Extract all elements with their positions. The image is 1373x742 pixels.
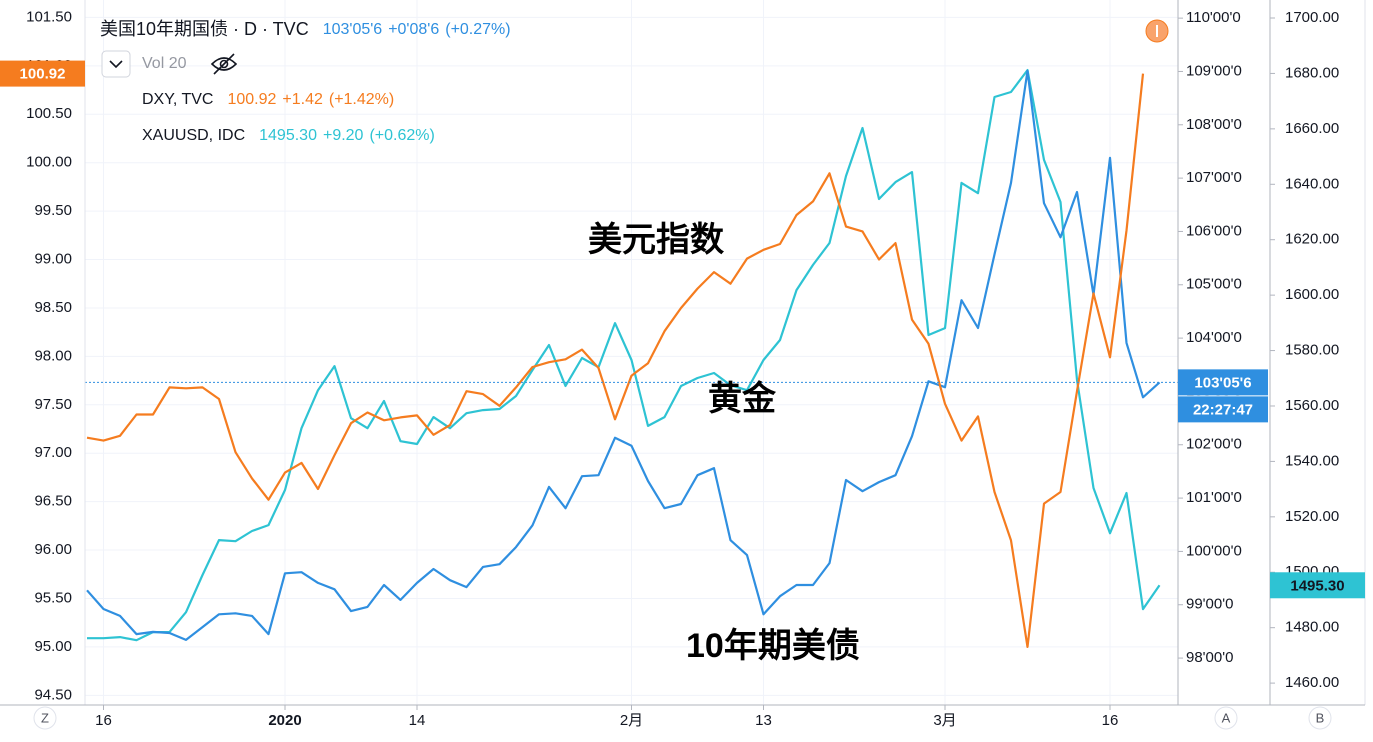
time-axis: 16 2020 14 2月 13 3月 16 Z A B	[33, 705, 1332, 730]
y2-tick-label: 109'00'0	[1186, 62, 1242, 79]
y2-tick-label: 108'00'0	[1186, 116, 1242, 133]
y3-tick-label: 1600.00	[1285, 286, 1339, 303]
x-tick-label: 3月	[933, 712, 956, 729]
y3-tick-label: 1660.00	[1285, 120, 1339, 137]
x-tick-label: 13	[755, 712, 772, 729]
volume-label: Vol 20	[142, 55, 187, 72]
time-axis-bg	[0, 705, 1373, 742]
y-tick-label: 95.00	[34, 638, 72, 655]
y-tick-label: 96.50	[34, 493, 72, 510]
legend-change-pct: (+1.42%)	[329, 91, 394, 108]
y2-tick-label: 99'00'0	[1186, 596, 1233, 613]
legend-title: 美国10年期国债 · D · TVC 103'05'6 +0'08'6 (+0.27%…	[100, 19, 511, 39]
y-tick-label: 99.00	[34, 251, 72, 268]
y2-tick-label: 100'00'0	[1186, 542, 1242, 559]
legend-change-pct: (+0.27%)	[445, 21, 510, 38]
annotation: 黄金	[708, 379, 777, 418]
y2-tick-label: 107'00'0	[1186, 169, 1242, 186]
legend-toggle[interactable]	[101, 50, 131, 78]
legend-change: +0'08'6	[388, 21, 439, 38]
annotation: 美元指数	[588, 221, 724, 259]
legend-name: 美国10年期国债 · D · TVC	[100, 19, 309, 39]
legend-last: 103'05'6	[323, 21, 383, 38]
y-tick-label: 101.50	[26, 8, 72, 25]
y-tick-label: 94.50	[34, 686, 72, 703]
y-tick-label: 96.00	[34, 541, 72, 558]
legend-change: +9.20	[323, 127, 364, 144]
legend-gold: XAUUSD, IDC 1495.30 +9.20 (+0.62%)	[142, 127, 435, 144]
scale-button-label: Z	[41, 710, 49, 725]
legend-last: 1495.30	[259, 127, 317, 144]
y2-tick-label: 106'00'0	[1186, 222, 1242, 239]
series-line	[86, 73, 1145, 648]
legend-change: +1.42	[282, 91, 323, 108]
badges: 100.92 103'05'6 22:27:47 1495.30	[0, 60, 1365, 599]
y3-tick-label: 1640.00	[1285, 175, 1339, 192]
chevron-icon	[109, 60, 123, 69]
y-tick-label: 98.00	[34, 347, 72, 364]
price-badge-label: 103'05'6	[1194, 374, 1251, 391]
y3-tick-label: 1620.00	[1285, 231, 1339, 248]
y3-tick-label: 1560.00	[1285, 397, 1339, 414]
y2-tick-label: 98'00'0	[1186, 649, 1233, 666]
y-tick-label: 99.50	[34, 202, 72, 219]
legend-change-pct: (+0.62%)	[369, 127, 434, 144]
y3-tick-label: 1700.00	[1285, 9, 1339, 26]
price-badge	[1178, 369, 1268, 396]
y3-tick-label: 1520.00	[1285, 508, 1339, 525]
scale-button[interactable]	[1214, 706, 1238, 730]
x-tick-label: 16	[95, 712, 112, 729]
y2-tick-label: 110'00'0	[1186, 9, 1241, 26]
countdown-label: 22:27:47	[1193, 401, 1253, 418]
y-tick-label: 97.50	[34, 396, 72, 413]
scale-button-label: B	[1316, 710, 1325, 725]
y3-tick-label: 1480.00	[1285, 619, 1339, 636]
y3-tick-label: 1680.00	[1285, 64, 1339, 81]
y-tick-label: 97.00	[34, 444, 72, 461]
annotation: 10年期美债	[686, 627, 860, 665]
y-tick-label: 98.50	[34, 299, 72, 316]
legend-name: XAUUSD, IDC	[142, 127, 245, 144]
x-tick-label: 16	[1102, 712, 1119, 729]
y2-tick-label: 102'00'0	[1186, 436, 1242, 453]
x-tick-label: 14	[409, 712, 426, 729]
hide-icon[interactable]	[210, 53, 238, 75]
series-line	[87, 69, 1161, 642]
price-badge	[1270, 572, 1365, 599]
y-tick-label: 95.50	[34, 589, 72, 606]
y3-tick-label: 1460.00	[1285, 674, 1339, 691]
y3-tick-label: 1580.00	[1285, 342, 1339, 359]
y2-tick-label: 105'00'0	[1186, 276, 1242, 293]
price-badge	[0, 60, 85, 87]
price-badge-label: 100.92	[20, 66, 66, 83]
y-tick-label: 100.00	[26, 154, 72, 171]
x-tick-label: 2020	[268, 712, 301, 729]
scale-button[interactable]	[33, 706, 57, 730]
y2-tick-label: 101'00'0	[1186, 489, 1242, 506]
scale-button-label: A	[1222, 710, 1231, 725]
countdown-badge	[1178, 396, 1268, 423]
x-tick-label: 2月	[620, 712, 643, 729]
y2-tick-label: 104'00'0	[1186, 329, 1242, 346]
scale-button[interactable]	[1308, 706, 1332, 730]
legend-last: 100.92	[227, 91, 276, 108]
axes: 94.50 95.00 95.50 96.00 96.50 97.00 97.50 98.00…	[26, 8, 1339, 703]
legend-dxy: DXY, TVC 100.92 +1.42 (+1.42%)	[142, 91, 394, 108]
price-badge-label: 1495.30	[1290, 577, 1344, 594]
legend-name: DXY, TVC	[142, 91, 213, 108]
y3-tick-label: 1540.00	[1285, 452, 1339, 469]
series-line	[86, 69, 1161, 641]
y-tick-label: 100.50	[26, 105, 72, 122]
series-layer	[85, 69, 1178, 648]
